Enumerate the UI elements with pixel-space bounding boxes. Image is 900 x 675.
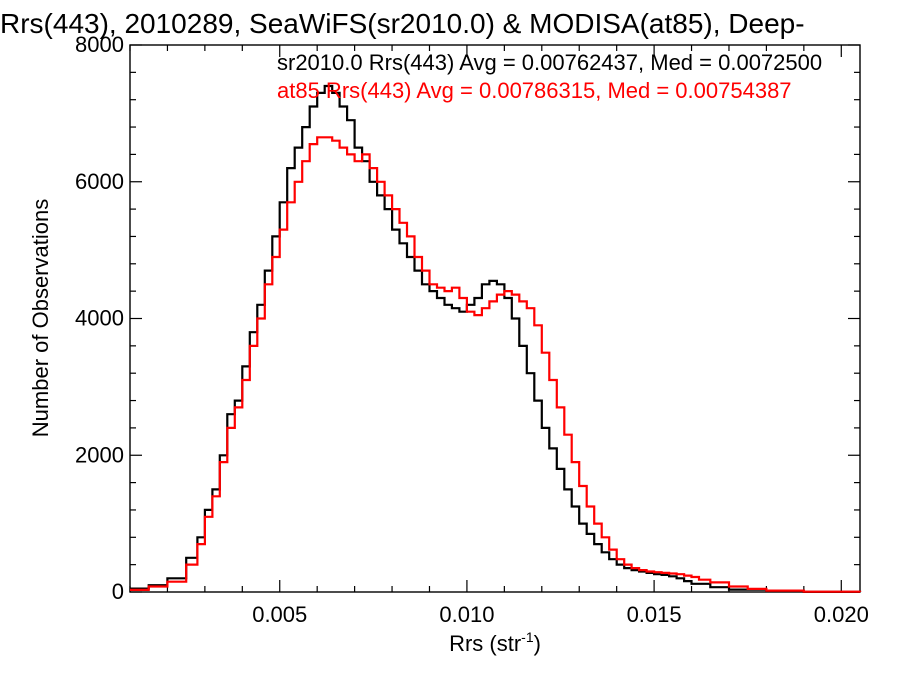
x-axis-label: Rrs (str-1) [449,629,541,656]
series-line-at85 [130,136,862,593]
chart-title: Rrs(443), 2010289, SeaWiFS(sr2010.0) & M… [0,8,805,39]
y-tick-label: 2000 [75,442,124,467]
plot-area: 0.005 0.010 0.015 0.020 0 2000 4000 6000 8000 [75,32,869,627]
y-tick-label: 6000 [75,169,124,194]
y-tick-label: 8000 [75,32,124,57]
y-axis-label: Number of Observations [28,199,53,437]
legend-entry-at85: at85 Rrs(443) Avg = 0.00786315, Med = 0.… [277,78,792,103]
x-axis-label-main: Rrs (str [449,631,521,656]
y-axis-ticks: 0 2000 4000 6000 8000 [75,32,860,604]
legend-entry-sr2010: sr2010.0 Rrs(443) Avg = 0.00762437, Med … [277,50,822,75]
x-tick-label: 0.005 [252,602,307,627]
x-axis-ticks: 0.005 0.010 0.015 0.020 [129,45,869,627]
x-tick-label: 0.010 [439,602,494,627]
y-tick-label: 0 [112,579,124,604]
x-tick-label: 0.020 [814,602,869,627]
plot-frame [129,44,861,593]
series-lines [130,84,862,593]
x-axis-label-close: ) [534,631,541,656]
y-tick-label: 4000 [75,306,124,331]
x-tick-label: 0.015 [627,602,682,627]
x-axis-label-superscript: -1 [521,629,534,645]
series-line-sr2010.0 [130,84,862,593]
